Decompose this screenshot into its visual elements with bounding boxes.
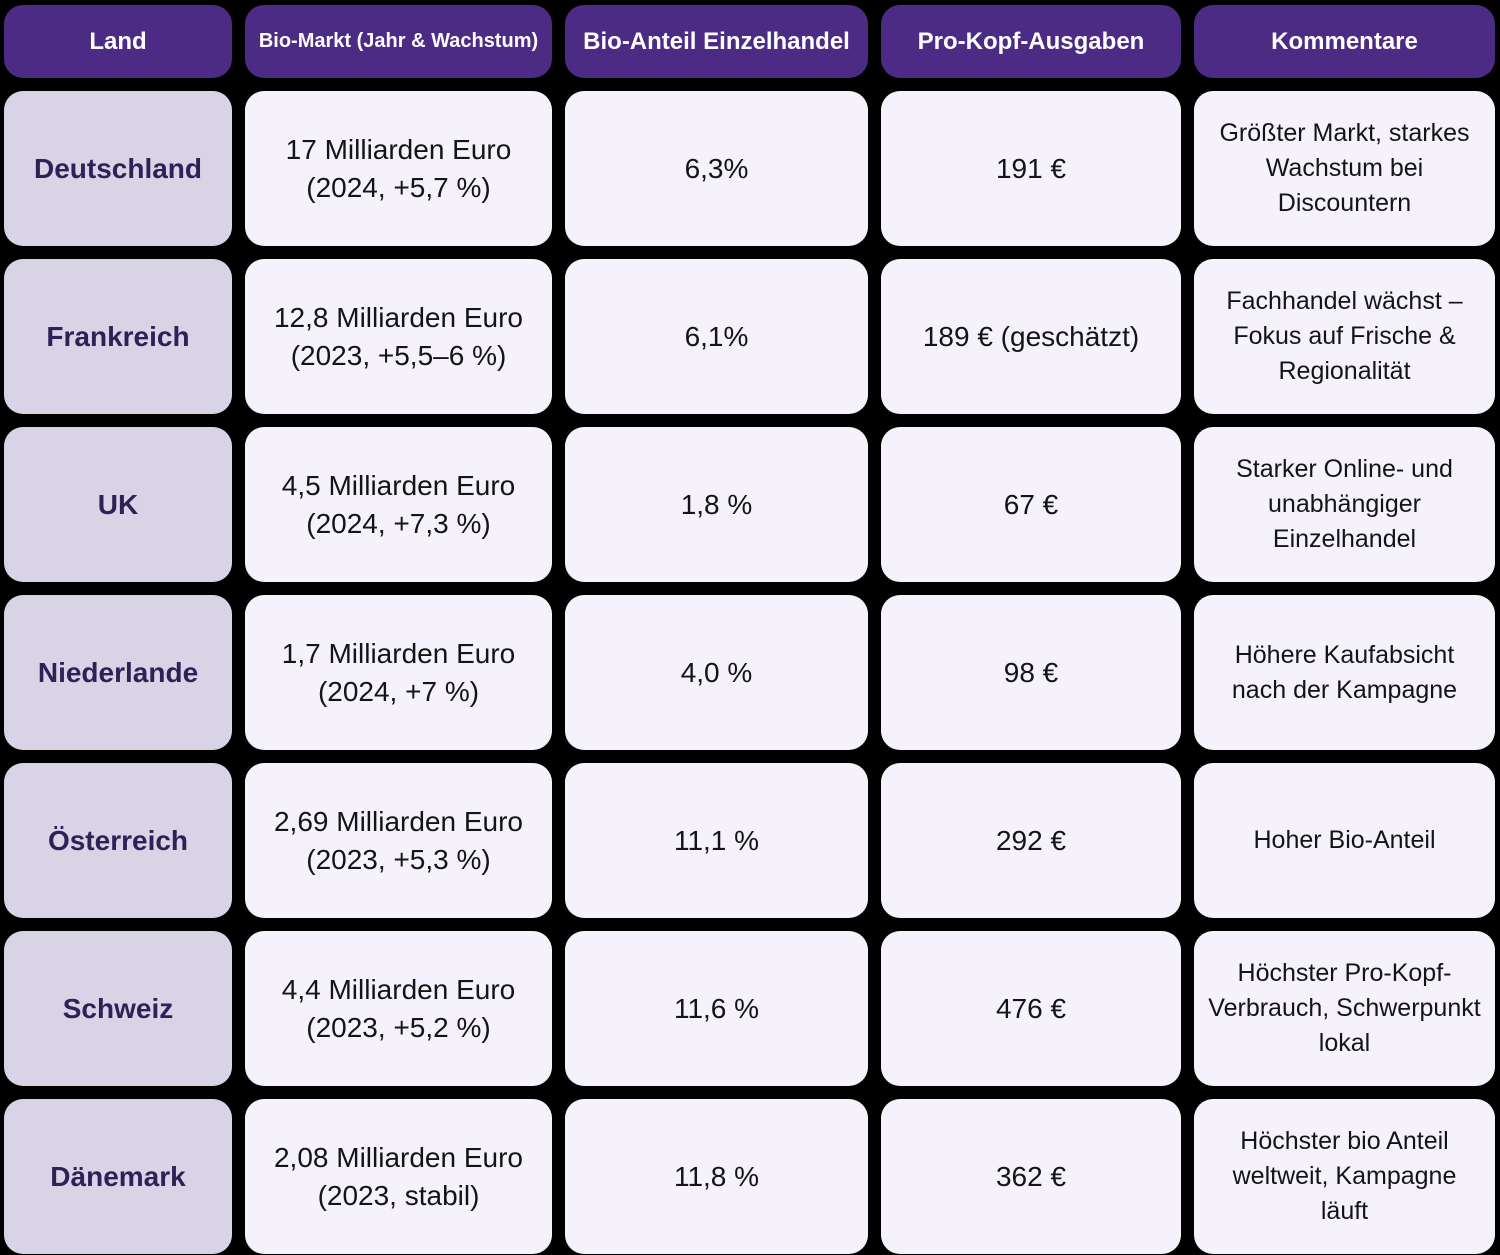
comment-cell-daenemark: Höchster bio Anteil weltweit, Kampagne l…: [1194, 1099, 1495, 1254]
country-cell-deutschland: Deutschland: [4, 91, 232, 246]
country-cell-oesterreich: Österreich: [4, 763, 232, 918]
market-detail: (2023, +5,5–6 %): [290, 339, 507, 371]
market-cell-deutschland: 17 Milliarden Euro (2024, +5,7 %): [245, 91, 552, 246]
share-cell-deutschland: 6,3%: [565, 91, 868, 246]
bio-market-table: Land Bio-Markt (Jahr & Wachstum) Bio-Ant…: [4, 5, 1495, 1254]
country-cell-niederlande: Niederlande: [4, 595, 232, 750]
market-cell-uk: 4,5 Milliarden Euro (2024, +7,3 %): [245, 427, 552, 582]
market-value: 4,5 Milliarden Euro: [281, 469, 516, 501]
share-cell-niederlande: 4,0 %: [565, 595, 868, 750]
market-value: 12,8 Milliarden Euro: [273, 301, 524, 333]
comment-cell-schweiz: Höchster Pro-Kopf-Verbrauch, Schwerpunkt…: [1194, 931, 1495, 1086]
market-detail: (2024, +7,3 %): [306, 507, 491, 539]
country-cell-frankreich: Frankreich: [4, 259, 232, 414]
header-cell-bio-anteil: Bio-Anteil Einzelhandel: [565, 5, 868, 78]
share-cell-frankreich: 6,1%: [565, 259, 868, 414]
comment-cell-frankreich: Fachhandel wächst – Fokus auf Frische & …: [1194, 259, 1495, 414]
share-cell-uk: 1,8 %: [565, 427, 868, 582]
share-cell-oesterreich: 11,1 %: [565, 763, 868, 918]
percapita-cell-frankreich: 189 € (geschätzt): [881, 259, 1181, 414]
country-cell-schweiz: Schweiz: [4, 931, 232, 1086]
comment-cell-deutschland: Größter Markt, starkes Wachstum bei Disc…: [1194, 91, 1495, 246]
market-cell-daenemark: 2,08 Milliarden Euro (2023, stabil): [245, 1099, 552, 1254]
comment-cell-niederlande: Höhere Kaufabsicht nach der Kampagne: [1194, 595, 1495, 750]
market-cell-frankreich: 12,8 Milliarden Euro (2023, +5,5–6 %): [245, 259, 552, 414]
percapita-cell-deutschland: 191 €: [881, 91, 1181, 246]
market-detail: (2024, +5,7 %): [306, 171, 491, 203]
country-cell-daenemark: Dänemark: [4, 1099, 232, 1254]
share-cell-daenemark: 11,8 %: [565, 1099, 868, 1254]
market-cell-schweiz: 4,4 Milliarden Euro (2023, +5,2 %): [245, 931, 552, 1086]
market-value: 17 Milliarden Euro: [285, 133, 512, 165]
market-detail: (2024, +7 %): [317, 675, 480, 707]
header-cell-pro-kopf: Pro-Kopf-Ausgaben: [881, 5, 1181, 78]
percapita-cell-niederlande: 98 €: [881, 595, 1181, 750]
percapita-cell-oesterreich: 292 €: [881, 763, 1181, 918]
market-detail: (2023, +5,2 %): [306, 1011, 491, 1043]
country-cell-uk: UK: [4, 427, 232, 582]
market-value: 2,69 Milliarden Euro: [273, 805, 524, 837]
percapita-cell-daenemark: 362 €: [881, 1099, 1181, 1254]
market-value: 4,4 Milliarden Euro: [281, 973, 516, 1005]
header-cell-kommentare: Kommentare: [1194, 5, 1495, 78]
percapita-cell-uk: 67 €: [881, 427, 1181, 582]
share-cell-schweiz: 11,6 %: [565, 931, 868, 1086]
market-detail: (2023, stabil): [317, 1179, 480, 1211]
market-value: 1,7 Milliarden Euro: [281, 637, 516, 669]
percapita-cell-schweiz: 476 €: [881, 931, 1181, 1086]
header-cell-land: Land: [4, 5, 232, 78]
market-value: 2,08 Milliarden Euro: [273, 1141, 524, 1173]
header-cell-bio-markt: Bio-Markt (Jahr & Wachstum): [245, 5, 552, 78]
comment-cell-oesterreich: Hoher Bio-Anteil: [1194, 763, 1495, 918]
market-detail: (2023, +5,3 %): [306, 843, 491, 875]
market-cell-oesterreich: 2,69 Milliarden Euro (2023, +5,3 %): [245, 763, 552, 918]
comment-cell-uk: Starker Online- und unabhängiger Einzelh…: [1194, 427, 1495, 582]
market-cell-niederlande: 1,7 Milliarden Euro (2024, +7 %): [245, 595, 552, 750]
